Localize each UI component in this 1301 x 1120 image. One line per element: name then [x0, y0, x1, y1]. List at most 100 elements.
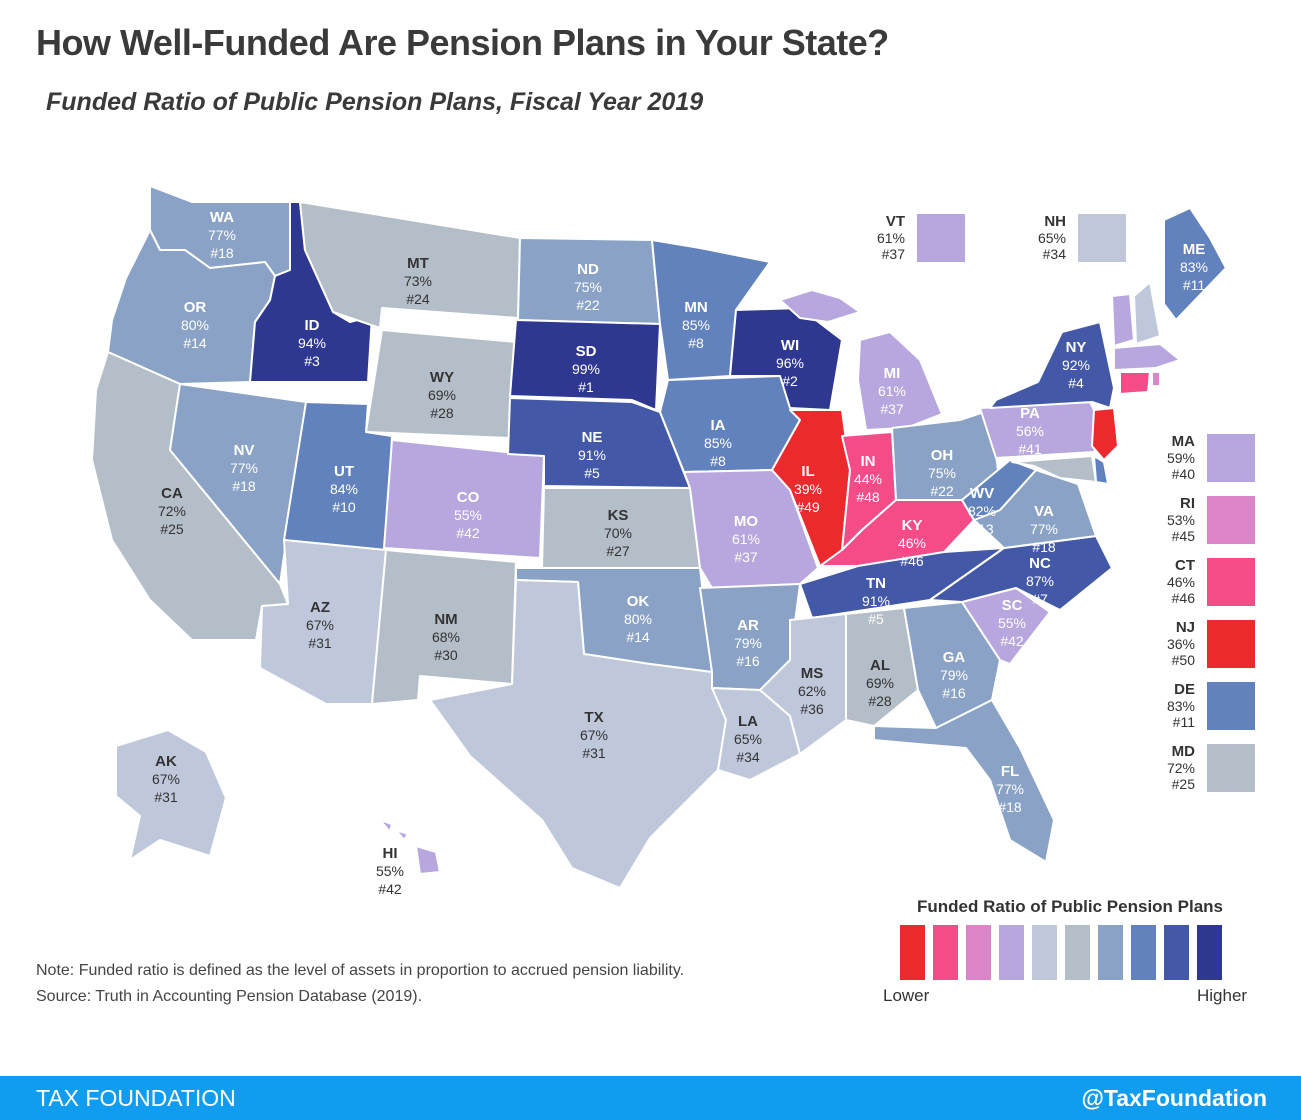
state-ct[interactable] — [1119, 371, 1151, 395]
state-funded-ratio: 80% — [181, 317, 209, 333]
state-funded-ratio: 72% — [158, 503, 186, 519]
state-funded-ratio: 46% — [898, 535, 926, 551]
side-legend-text: VT 61% #37 — [877, 214, 905, 263]
state-md[interactable] — [1011, 455, 1097, 483]
state-abbr: NY — [1066, 339, 1087, 356]
state-abbr: ID — [305, 317, 320, 334]
state-hi[interactable] — [379, 819, 441, 875]
side-legend-text: CT 46% #46 — [1167, 558, 1195, 607]
state-funded-ratio: 79% — [734, 635, 762, 651]
state-abbr: NC — [1029, 555, 1051, 572]
state-rank: #42 — [1000, 633, 1024, 649]
state-rank: #42 — [378, 881, 402, 897]
state-funded-ratio: 68% — [432, 629, 460, 645]
state-abbr: WA — [210, 209, 234, 226]
state-rank: #37 — [881, 246, 905, 262]
state-abbr: AZ — [310, 599, 330, 616]
state-funded-ratio: 79% — [940, 667, 968, 683]
state-ak[interactable] — [115, 729, 227, 861]
state-wv[interactable] — [961, 459, 1037, 521]
state-rank: #34 — [1042, 246, 1066, 262]
page-title: How Well-Funded Are Pension Plans in You… — [36, 22, 889, 63]
state-funded-ratio: 87% — [1026, 573, 1054, 589]
state-fl[interactable] — [873, 699, 1055, 863]
state-nj[interactable] — [1091, 407, 1119, 461]
state-tx[interactable] — [429, 579, 727, 889]
state-rank: #28 — [430, 405, 454, 421]
state-abbr: KY — [902, 517, 923, 534]
state-rank: #24 — [406, 291, 430, 307]
state-funded-ratio: 91% — [578, 447, 606, 463]
state-funded-ratio: 55% — [998, 615, 1026, 631]
state-rank: #2 — [782, 373, 798, 389]
state-abbr: MN — [684, 299, 707, 316]
state-abbr: HI — [383, 845, 398, 862]
state-rank: #14 — [626, 629, 650, 645]
legend-swatch-3 — [966, 925, 991, 980]
state-rank: #11 — [1183, 277, 1206, 293]
state-mi[interactable] — [779, 289, 943, 431]
state-ma[interactable] — [1113, 343, 1181, 371]
legend-swatch-5 — [1032, 925, 1057, 980]
state-abbr: OK — [627, 593, 650, 610]
state-abbr: AR — [737, 617, 759, 634]
state-funded-ratio: 77% — [230, 460, 258, 476]
state-rank: #46 — [900, 553, 924, 569]
legend-swatch-8 — [1131, 925, 1156, 980]
state-funded-ratio: 83% — [1180, 259, 1208, 275]
side-legend-ri: RI 53% #45 — [1145, 496, 1255, 546]
state-abbr: OR — [184, 299, 207, 316]
state-nv[interactable] — [169, 383, 307, 585]
state-funded-ratio: 91% — [862, 593, 890, 609]
side-legend-swatch — [1207, 434, 1255, 482]
state-vt[interactable] — [1111, 293, 1135, 347]
state-co[interactable] — [383, 439, 545, 559]
state-sd[interactable] — [509, 319, 661, 411]
state-abbr: IL — [801, 463, 814, 480]
state-rank: #22 — [576, 297, 600, 313]
state-funded-ratio: 69% — [866, 675, 894, 691]
state-rank: #25 — [1171, 776, 1195, 792]
state-ny[interactable] — [989, 321, 1115, 409]
legend-lower-label: Lower — [883, 986, 930, 1005]
state-abbr: NH — [1044, 213, 1066, 230]
side-legend-swatch — [1207, 744, 1255, 792]
state-rank: #5 — [584, 465, 600, 481]
footer-handle[interactable]: @TaxFoundation — [1081, 1085, 1267, 1111]
state-rank: #3 — [304, 353, 320, 369]
state-funded-ratio: 82% — [968, 503, 996, 519]
side-legend-text: NJ 36% #50 — [1167, 620, 1195, 669]
state-rank: #50 — [1171, 652, 1195, 668]
state-abbr: UT — [334, 463, 354, 480]
state-nh[interactable] — [1133, 281, 1161, 345]
legend-swatch-10 — [1197, 925, 1222, 980]
state-rank: #46 — [1171, 590, 1195, 606]
state-funded-ratio: 85% — [704, 435, 732, 451]
state-nm[interactable] — [371, 549, 517, 705]
state-funded-ratio: 84% — [330, 481, 358, 497]
legend-higher-label: Higher — [1197, 986, 1248, 1005]
state-ri[interactable] — [1151, 371, 1161, 387]
state-funded-ratio: 55% — [454, 507, 482, 523]
state-me[interactable] — [1163, 207, 1227, 321]
page-subtitle: Funded Ratio of Public Pension Plans, Fi… — [46, 88, 704, 116]
state-rank: #28 — [868, 693, 892, 709]
state-al[interactable] — [845, 607, 919, 727]
state-abbr: KS — [608, 507, 629, 524]
state-abbr: NV — [234, 442, 255, 459]
state-rank: #31 — [308, 635, 332, 651]
